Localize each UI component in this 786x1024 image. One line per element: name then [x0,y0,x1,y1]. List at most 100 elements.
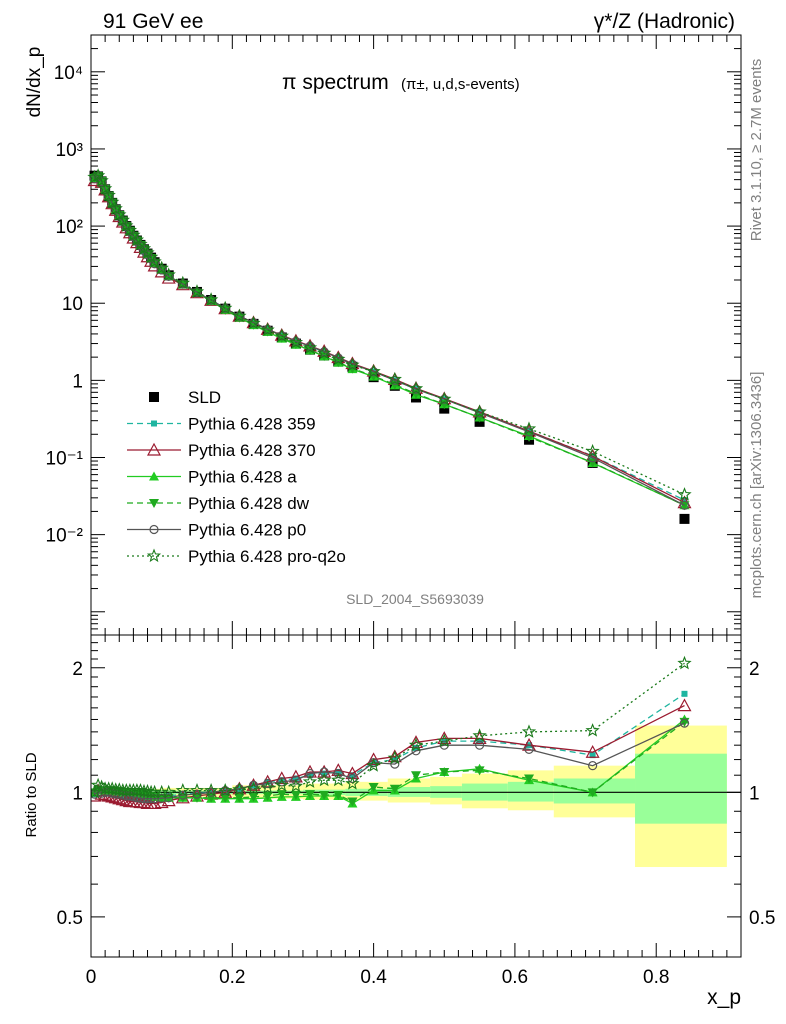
plot-left-title: 91 GeV ee [103,10,203,33]
ratio-point [472,728,487,742]
data-point [585,443,600,458]
legend: SLD Pythia 6.428 359 Pythia 6.428 370 Pythi… [127,388,346,566]
ratio-point [262,791,273,801]
rivet-label: Rivet 3.1.10, ≥ 2.7M events [748,59,765,242]
main-y-axis-label: dN/dx_p [24,47,45,118]
ratio-y-tick-label-right: 0.5 [749,908,775,929]
legend-marker [146,442,162,456]
data-point [232,308,247,323]
data-point [331,351,346,366]
data-point [161,267,176,281]
ratio-point [288,778,303,793]
data-point [389,380,400,390]
legend-marker [146,548,162,563]
x-tick-label: 0.8 [643,967,669,988]
main-frame [90,34,742,636]
ratio-point [290,791,301,801]
data-point [679,500,690,510]
ratio-point [192,789,202,799]
plot-right-title: γ*/Z (Hadronic) [594,10,735,33]
ratio-point [521,724,537,738]
ratio-point [366,752,381,766]
legend-label: Pythia 6.428 359 [188,415,316,434]
ratio-point [585,744,600,758]
data-point [157,265,167,275]
ratio-point [189,782,205,797]
data-point [115,212,130,227]
y-tick-label: 10³ [56,140,83,161]
ratio-point [368,783,379,793]
legend-item: Pythia 6.428 a [127,468,297,487]
ratio-point [474,740,485,750]
legend-label: Pythia 6.428 a [188,468,297,487]
data-point [411,384,421,394]
legend-item: SLD [149,388,221,407]
ratio-point [305,768,315,779]
legend-item: Pythia 6.428 pro-q2o [127,547,346,566]
ratio-point [589,752,596,759]
ratio-point [234,793,245,803]
x-axis-label: x_p [707,986,741,1009]
ratio-point [220,793,231,803]
data-point [316,345,332,360]
data-point [192,287,202,297]
ratio-point [115,792,130,806]
y-tick-label: 1 [72,371,83,392]
ratio-point [248,792,259,802]
ratio-point [291,775,301,785]
legend-label: SLD [188,388,221,407]
ratio-point [317,764,332,778]
ratio-point [677,655,692,670]
legend-marker [149,392,159,402]
mcplots-label: mcplots.cern.ch [arXiv:1306.3436] [748,372,765,599]
legend-item: Pythia 6.428 p0 [127,521,306,540]
ratio-point [522,737,537,751]
data-point [97,181,113,195]
ratio-point [316,772,332,787]
data-point [681,497,688,504]
legend-marker [149,524,159,535]
data-point [164,271,174,281]
data-point [677,487,692,501]
ratio-frame-border [90,634,742,958]
ratio-point [260,780,275,794]
data-point [149,259,160,269]
legend-item: Pythia 6.428 359 [127,415,316,434]
ratio-point [524,744,534,754]
ratio-point [175,783,191,797]
ratio-point [679,718,690,728]
data-point [246,315,261,330]
legend-marker [149,471,159,481]
data-point [366,364,381,378]
ratio-y-tick-label: 1 [72,783,83,804]
ratio-point [524,774,535,784]
data-point [521,421,537,435]
ratio-point [585,723,600,737]
ratio-point [206,787,216,797]
ratio-point [302,774,318,788]
data-point [203,292,219,306]
data-point [189,284,205,298]
ratio-point [319,767,329,777]
main-panel: 10⁻² 10⁻¹ 1 10 10² 10³ 10⁴ [46,34,742,636]
ratio-point [347,773,358,784]
ratio-point [333,768,343,779]
ratio-y-tick-label-right: 1 [749,783,760,804]
legend-label: Pythia 6.428 pro-q2o [188,547,346,566]
ratio-point [474,766,485,776]
ratio-point [288,769,303,783]
legend-marker [151,420,157,427]
data-point [175,275,191,290]
x-tick-label: 0.4 [360,967,387,988]
data-point [679,513,690,524]
data-point [260,322,275,337]
legend-marker [149,499,159,508]
data-point [472,404,487,419]
ratio-point [203,782,219,797]
y-tick-label: 10⁻² [46,526,84,547]
y-tick-label: 10⁻¹ [46,449,84,470]
ratio-point [305,790,316,800]
ratio-y-tick-label: 2 [72,659,83,680]
ratio-point [681,690,688,697]
